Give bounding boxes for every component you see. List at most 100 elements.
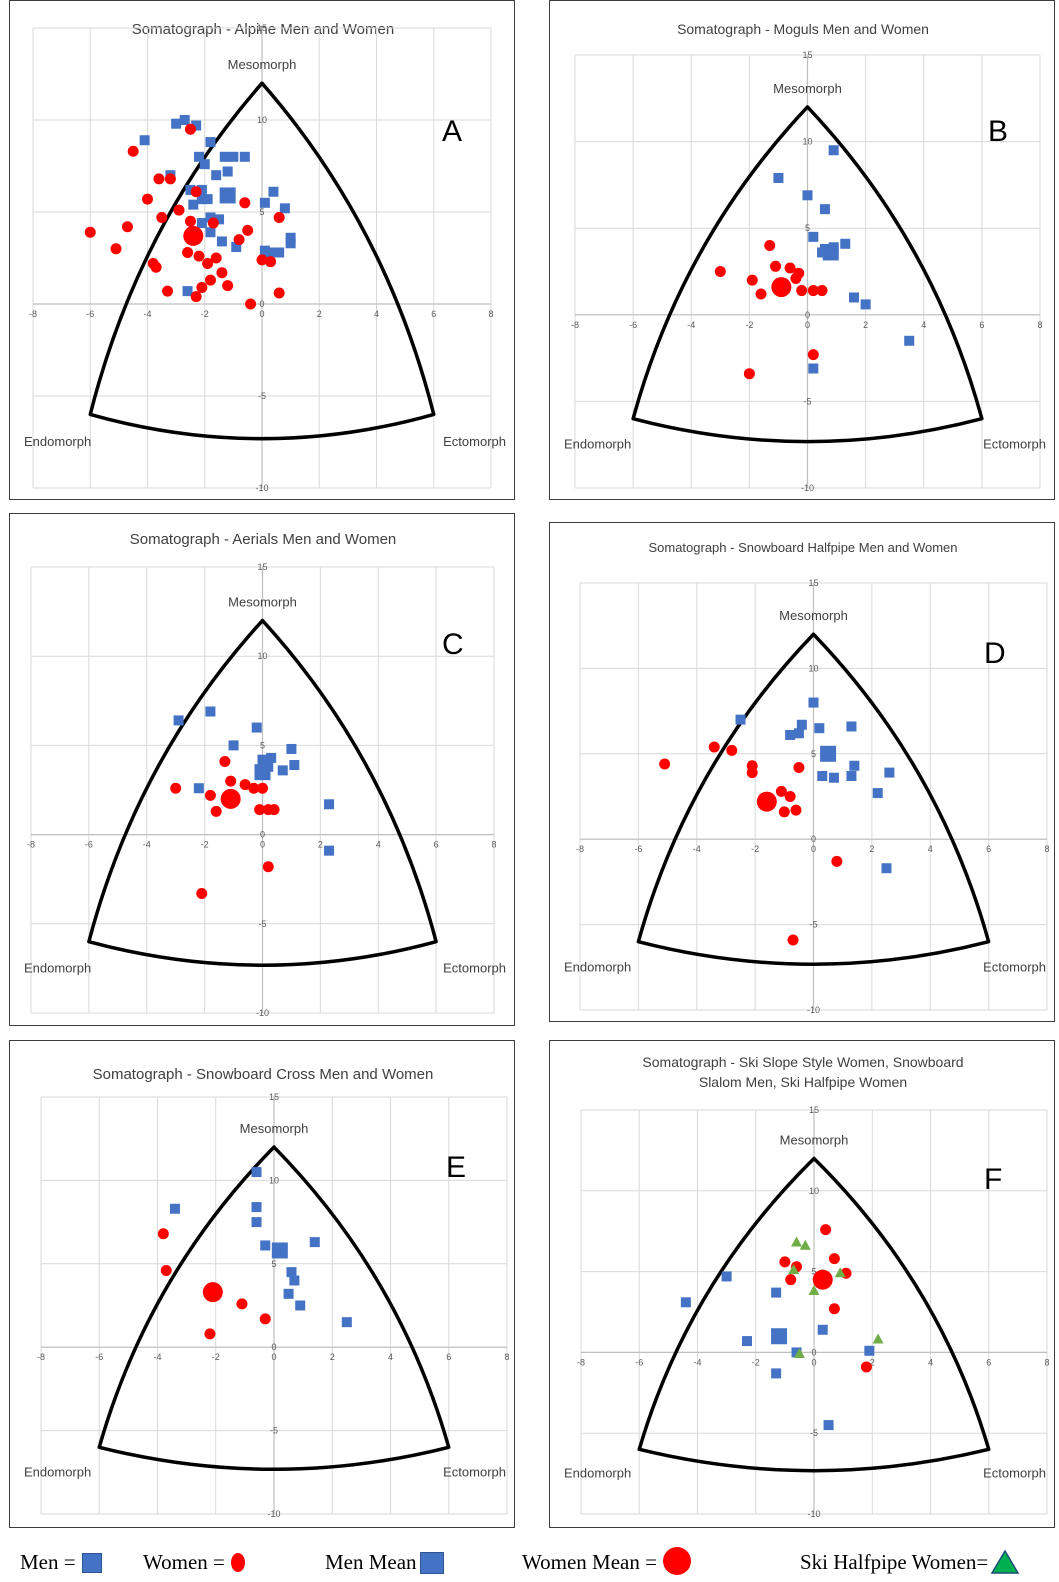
men-point (771, 1368, 782, 1379)
women-mean-point (220, 788, 241, 809)
somatograph-svg: Somatograph - Alpine Men and Women -8 -6 -4… (24, 21, 506, 493)
legend-triangle-icon (990, 1549, 1020, 1574)
mesomorph-label: Mesomorph (779, 608, 848, 623)
men-point (289, 760, 300, 771)
women-point (190, 291, 202, 303)
men-point (817, 247, 828, 258)
women-mean-point (771, 277, 792, 298)
men-point (279, 203, 290, 214)
men-point (277, 765, 288, 776)
men-point (846, 771, 857, 782)
women-point (173, 204, 185, 216)
somatograph-svg: Somatograph - Snowboard Cross Men and Wo… (24, 1066, 510, 1519)
mesomorph-label: Mesomorph (228, 57, 297, 72)
women-mean-point (812, 1269, 833, 1290)
men-point (817, 1324, 828, 1335)
men-point (251, 1217, 262, 1228)
chart-title: Somatograph - Aerials Men and Women (130, 531, 397, 548)
y-tick-label: 15 (269, 1092, 279, 1102)
men-point (860, 299, 871, 310)
men-mean-point (822, 244, 839, 261)
x-tick-label: 0 (811, 1357, 816, 1367)
men-mean-point (254, 764, 271, 781)
women-point (257, 782, 268, 794)
y-tick-label: 10 (809, 1186, 819, 1196)
x-tick-label: -8 (37, 1352, 45, 1362)
somatograph-svg: Somatograph - Moguls Men and Women -8 -6 -4… (564, 21, 1046, 493)
men-point (283, 1288, 294, 1299)
women-point (219, 755, 231, 767)
women-point (210, 805, 222, 817)
men-point (904, 335, 915, 346)
women-point (239, 197, 251, 209)
men-point (796, 719, 807, 730)
men-point (169, 1203, 180, 1214)
men-point (828, 145, 839, 156)
y-tick-label: 10 (802, 137, 812, 147)
men-point (802, 190, 813, 201)
women-mean-point (756, 791, 777, 812)
men-point (205, 137, 216, 148)
ectomorph-label: Ectomorph (443, 434, 506, 449)
x-tick-label: 8 (1044, 844, 1049, 854)
men-point (182, 286, 193, 297)
legend-men-square-icon (81, 1552, 102, 1573)
men-point (251, 1202, 262, 1213)
somatotype-outline (88, 81, 436, 441)
endomorph-label: Endomorph (24, 434, 91, 449)
x-tick-label: -8 (577, 1357, 585, 1367)
endomorph-label: Endomorph (24, 960, 91, 975)
women-point (816, 285, 828, 297)
men-point (268, 186, 279, 197)
panel-letter: B (988, 115, 1008, 148)
men-point (819, 204, 830, 215)
endomorph-label: Endomorph (564, 437, 631, 452)
women-point (775, 785, 787, 797)
x-tick-label: 6 (434, 840, 439, 850)
x-tick-label: -6 (86, 309, 94, 319)
women-point (170, 782, 182, 794)
men-point (849, 760, 860, 771)
women-point (778, 806, 790, 818)
men-point (171, 118, 182, 129)
men-point (202, 194, 213, 205)
ectomorph-label: Ectomorph (443, 960, 506, 975)
men-point (205, 706, 216, 717)
x-tick-label: 2 (870, 1357, 875, 1367)
men-point (793, 728, 804, 739)
legend-men-label: Men = (20, 1550, 76, 1574)
women-point (207, 217, 219, 229)
y-tick-label: -10 (267, 1509, 280, 1519)
endomorph-label: Endomorph (564, 959, 631, 974)
women-point (807, 349, 819, 361)
men-point (872, 788, 883, 799)
x-tick-label: -4 (693, 844, 701, 854)
women-point (828, 1303, 840, 1315)
x-tick-label: -6 (95, 1352, 103, 1362)
men-point (251, 1167, 262, 1178)
x-tick-label: -8 (576, 844, 584, 854)
women-point (182, 246, 194, 258)
legend-ski-halfpipe-women-label: Ski Halfpipe Women= (800, 1550, 989, 1574)
y-tick-label: -10 (256, 1008, 269, 1018)
y-tick-label: 15 (257, 562, 267, 572)
men-point (274, 247, 285, 258)
men-point (193, 783, 204, 794)
women-point (860, 1361, 872, 1373)
men-point (196, 184, 207, 195)
y-tick-label: -5 (258, 919, 266, 929)
women-point (793, 761, 805, 773)
men-point (219, 151, 230, 162)
men-point (823, 1420, 834, 1431)
ectomorph-label: Ectomorph (983, 1466, 1046, 1481)
men-point (228, 151, 239, 162)
men-point (817, 771, 828, 782)
men-point (266, 752, 277, 763)
x-tick-label: -2 (201, 840, 209, 850)
women-point (273, 212, 285, 224)
ski-halfpipe-women-point (808, 1284, 820, 1295)
women-point (807, 285, 819, 297)
men-point (211, 170, 222, 181)
women-point (204, 789, 216, 801)
women-point (796, 285, 808, 297)
